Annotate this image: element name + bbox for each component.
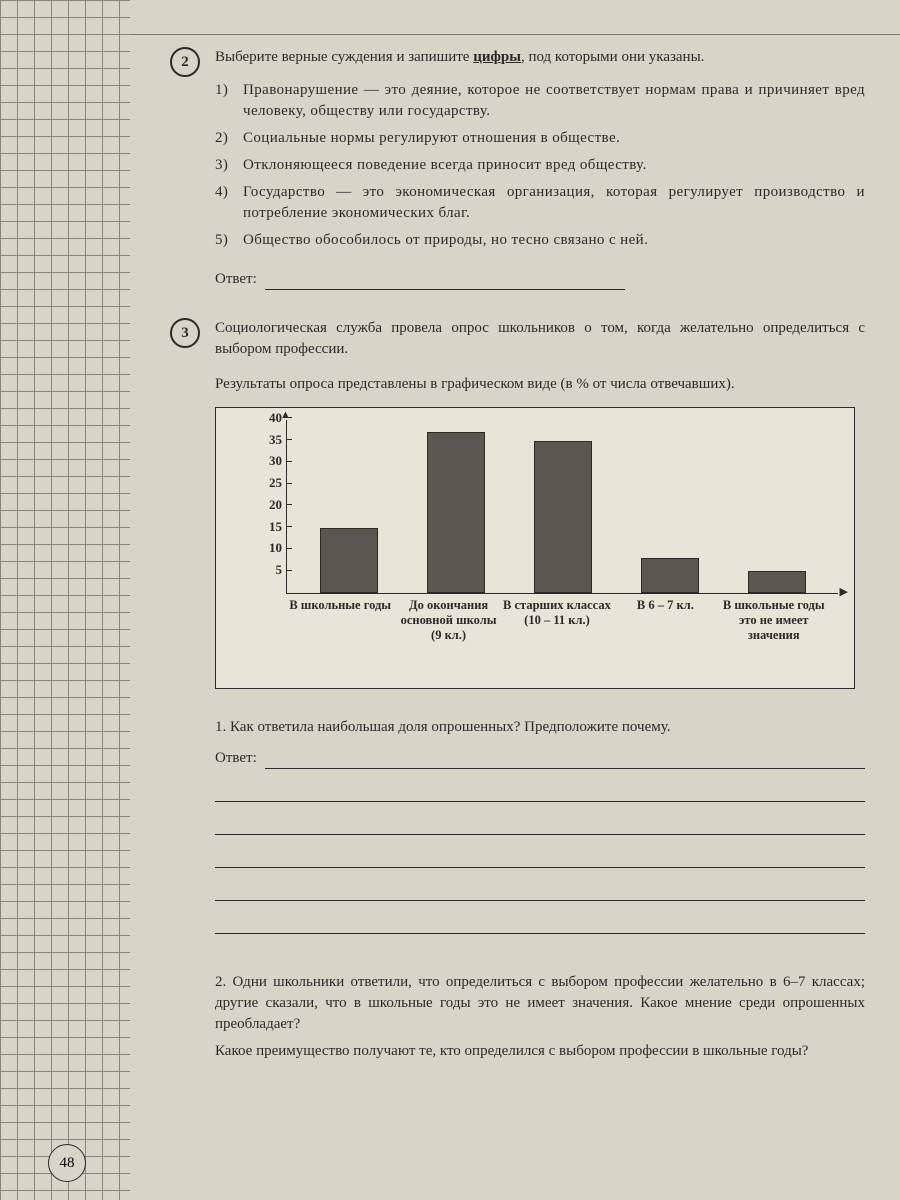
bar-4 (641, 558, 699, 593)
q2-prompt-post: , под которыми они указаны. (521, 49, 704, 65)
q2-prompt-bold: цифры (473, 49, 521, 65)
q3-answer-line[interactable] (265, 753, 865, 770)
blank-line-4[interactable] (215, 900, 865, 901)
q2-option-num: 1) (215, 80, 243, 122)
chart-x-labels: В школьные годыДо окончания основной шко… (286, 598, 828, 740)
blank-line-3[interactable] (215, 867, 865, 868)
chart-plot (286, 420, 838, 594)
q2-option-num: 5) (215, 230, 243, 251)
survey-chart: 403530252015105 В школьные годыДо оконча… (215, 407, 855, 689)
q2-answer-label: Ответ: (215, 269, 257, 290)
q2-options: 1)Правонарушение — это деяние, которое н… (215, 80, 865, 251)
blank-line-1[interactable] (215, 801, 865, 802)
q2-option-text: Общество обособилось от природы, но тесн… (243, 230, 648, 251)
page-content: 2 Выберите верные суждения и запишите ци… (130, 0, 900, 1200)
x-label-1: В школьные годы (286, 598, 394, 740)
q2-prompt: Выберите верные суждения и запишите цифр… (215, 47, 865, 68)
question-3: 3 Социологическая служба провела опрос ш… (180, 318, 865, 1062)
q2-option-1: 1)Правонарушение — это деяние, которое н… (215, 80, 865, 122)
q2-option-4: 4)Государство — это экономическая органи… (215, 182, 865, 224)
top-rule (130, 34, 900, 35)
q3-sub2a: 2. Одни школьники ответили, что определи… (215, 972, 865, 1035)
q2-answer-line[interactable] (265, 274, 625, 291)
x-label-4: В 6 – 7 кл. (611, 598, 719, 740)
q2-option-5: 5)Общество обособилось от природы, но те… (215, 230, 865, 251)
grid-margin (0, 0, 130, 1200)
y-tick: 10 (256, 539, 286, 557)
bar-2 (427, 432, 485, 593)
q2-option-num: 2) (215, 128, 243, 149)
y-tick: 35 (256, 431, 286, 449)
q3-subtext: Результаты опроса представлены в графиче… (215, 374, 865, 395)
q3-intro: Социологическая служба провела опрос шко… (215, 318, 865, 360)
blank-line-5[interactable] (215, 933, 865, 934)
bar-3 (534, 441, 592, 593)
y-tick: 30 (256, 452, 286, 470)
q2-prompt-pre: Выберите верные суждения и запишите (215, 49, 473, 65)
y-tick: 20 (256, 496, 286, 514)
q2-option-text: Государство — это экономическая организа… (243, 182, 865, 224)
page-number: 48 (48, 1144, 86, 1182)
y-tick: 15 (256, 518, 286, 536)
blank-line-2[interactable] (215, 834, 865, 835)
bar-5 (748, 571, 806, 593)
q2-option-num: 3) (215, 155, 243, 176)
q3-number: 3 (170, 318, 200, 348)
q3-answer-label: Ответ: (215, 748, 257, 769)
y-tick: 25 (256, 474, 286, 492)
q2-option-text: Социальные нормы регулируют отношения в … (243, 128, 620, 149)
q2-answer-row: Ответ: (215, 269, 865, 290)
question-2: 2 Выберите верные суждения и запишите ци… (180, 47, 865, 290)
q2-option-3: 3)Отклоняющееся поведение всегда приноси… (215, 155, 865, 176)
x-label-3: В старших классах (10 – 11 кл.) (503, 598, 611, 740)
q2-option-text: Правонарушение — это деяние, которое не … (243, 80, 865, 122)
q2-number: 2 (170, 47, 200, 77)
y-tick: 5 (256, 561, 286, 579)
q2-option-2: 2)Социальные нормы регулируют отношения … (215, 128, 865, 149)
chart-y-axis: 403530252015105 (256, 420, 286, 594)
chart-bars (287, 420, 838, 593)
x-label-5: В школьные годы это не имеет значения (720, 598, 828, 740)
q2-option-text: Отклоняющееся поведение всегда приносит … (243, 155, 647, 176)
q3-answer-row: Ответ: (215, 748, 865, 769)
q2-option-num: 4) (215, 182, 243, 224)
q3-sub2b: Какое преимущество получают те, кто опре… (215, 1041, 865, 1062)
x-label-2: До окончания основной школы (9 кл.) (395, 598, 503, 740)
bar-1 (320, 528, 378, 593)
